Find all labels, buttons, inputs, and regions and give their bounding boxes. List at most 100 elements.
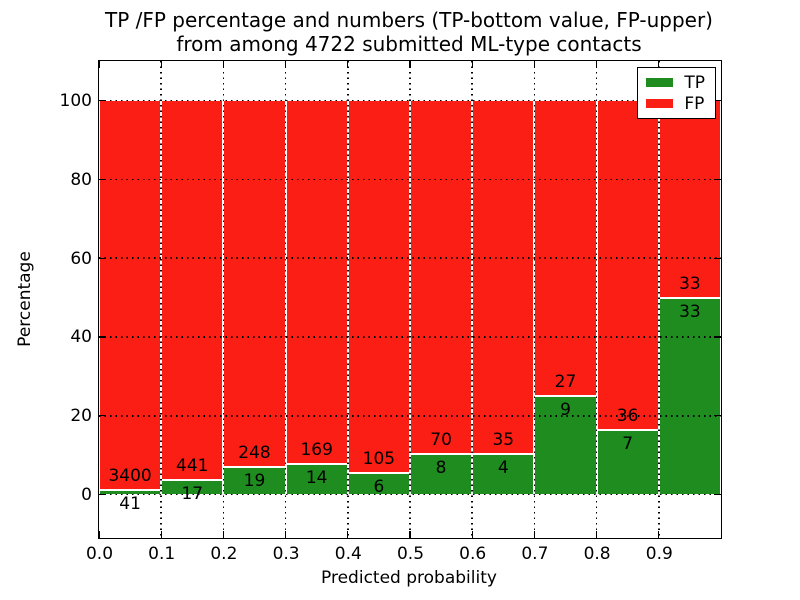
tick-right (714, 494, 721, 496)
x-tick-label: 0.2 (210, 544, 238, 564)
bar-count-label-fp: 3400 (108, 465, 152, 486)
y-tick-label: 20 (70, 406, 92, 427)
tick-left (99, 494, 106, 496)
x-tick-label: 0.9 (645, 544, 673, 564)
tick-top (222, 61, 224, 68)
tick-top (471, 61, 473, 68)
bar-segment-fp (347, 100, 410, 474)
x-tick-label: 0.6 (459, 544, 487, 564)
tick-left (99, 99, 106, 101)
x-tick-label: 0.3 (272, 544, 300, 564)
tick-top (596, 61, 598, 68)
bar-segment-fp (658, 100, 721, 298)
gridline-vertical (160, 61, 162, 538)
chart-title-line1: TP /FP percentage and numbers (TP-bottom… (105, 8, 713, 32)
tick-bottom (347, 531, 349, 538)
gridline-vertical (347, 61, 349, 538)
bar-segment-tp (658, 297, 721, 495)
x-tick-label: 0.8 (583, 544, 611, 564)
y-tick-label: 60 (70, 248, 92, 269)
tick-left (99, 336, 106, 338)
bar-count-label-fp: 105 (362, 449, 396, 470)
tp-swatch-icon (646, 78, 674, 87)
bar-count-label-tp: 4 (497, 458, 509, 479)
legend-entry-fp: FP (646, 93, 705, 114)
bar-count-label-fp: 27 (554, 372, 577, 393)
tick-left (99, 415, 106, 417)
tick-bottom (658, 531, 660, 538)
tick-top (347, 61, 349, 68)
gridline-vertical (471, 61, 473, 538)
y-tick-label: 100 (59, 90, 92, 111)
legend: TP FP (637, 67, 716, 119)
bar-count-label-tp: 8 (435, 458, 447, 479)
legend-entry-tp: TP (646, 72, 705, 93)
bar-count-label-tp: 33 (679, 301, 701, 322)
y-tick-label: 80 (70, 169, 92, 190)
x-tick-label: 0.4 (334, 544, 362, 564)
bar-count-label-fp: 248 (238, 442, 271, 463)
x-tick-label: 0.7 (521, 544, 549, 564)
gridline-vertical (409, 61, 411, 538)
bar-segment-fp (534, 100, 597, 397)
x-tick-label: 0.0 (85, 544, 114, 564)
bar-segment-fp (410, 100, 473, 455)
bar-count-label-fp: 35 (492, 430, 515, 451)
tick-bottom (222, 531, 224, 538)
tick-bottom (409, 531, 411, 538)
bar-count-label-fp: 70 (430, 430, 452, 451)
tick-bottom (471, 531, 473, 538)
x-tick-label: 0.1 (148, 544, 176, 564)
legend-label-fp: FP (684, 93, 705, 114)
chart-title: TP /FP percentage and numbers (TP-bottom… (98, 8, 720, 56)
tick-right (714, 178, 721, 180)
bar-count-label-tp: 41 (119, 493, 141, 514)
bar-count-label-tp: 9 (560, 400, 571, 421)
y-tick-label: 40 (70, 327, 92, 348)
tick-bottom (596, 531, 598, 538)
y-tick-label: 0 (81, 485, 92, 506)
legend-label-tp: TP (684, 72, 705, 93)
bar-count-label-fp: 441 (176, 456, 209, 476)
bar-count-label-tp: 7 (622, 434, 634, 455)
tick-top (160, 61, 162, 68)
y-axis-label: Percentage (15, 251, 35, 347)
tick-top (658, 61, 660, 68)
tick-bottom (533, 531, 535, 538)
tick-top (409, 61, 411, 68)
bar-count-label-tp: 14 (305, 468, 328, 489)
bar-segment-fp (285, 100, 348, 465)
gridline-vertical (595, 61, 598, 538)
tick-right (714, 257, 721, 259)
bar-count-label-fp: 33 (679, 273, 701, 294)
bar-segment-fp (99, 100, 162, 490)
tick-bottom (98, 531, 100, 538)
bar-segment-fp (161, 100, 224, 480)
tick-bottom (160, 531, 162, 538)
bar-segment-fp (472, 100, 535, 455)
tick-right (714, 415, 721, 417)
bar-segment-fp (223, 100, 286, 467)
fp-swatch-icon (646, 99, 674, 108)
bar-count-label-fp: 169 (300, 440, 333, 461)
chart-title-line2: from among 4722 submitted ML-type contac… (176, 32, 642, 56)
tick-left (99, 178, 106, 180)
tick-top (98, 61, 100, 68)
gridline-vertical (284, 61, 287, 538)
gridline-vertical (658, 61, 660, 538)
gridline-vertical (533, 61, 536, 538)
bar-count-label-tp: 19 (243, 470, 266, 491)
bar-count-label-tp: 6 (373, 477, 385, 498)
bar-count-label-tp: 17 (181, 484, 204, 504)
tick-right (714, 99, 721, 101)
x-tick-label: 0.5 (396, 544, 425, 564)
x-axis-label: Predicted probability (321, 568, 497, 588)
tick-bottom (285, 531, 287, 538)
tick-top (285, 61, 287, 68)
tick-right (714, 336, 721, 338)
gridline-vertical (222, 61, 225, 538)
bar-segment-fp (596, 100, 659, 431)
bar-count-label-fp: 36 (616, 406, 639, 427)
tick-left (99, 257, 106, 259)
